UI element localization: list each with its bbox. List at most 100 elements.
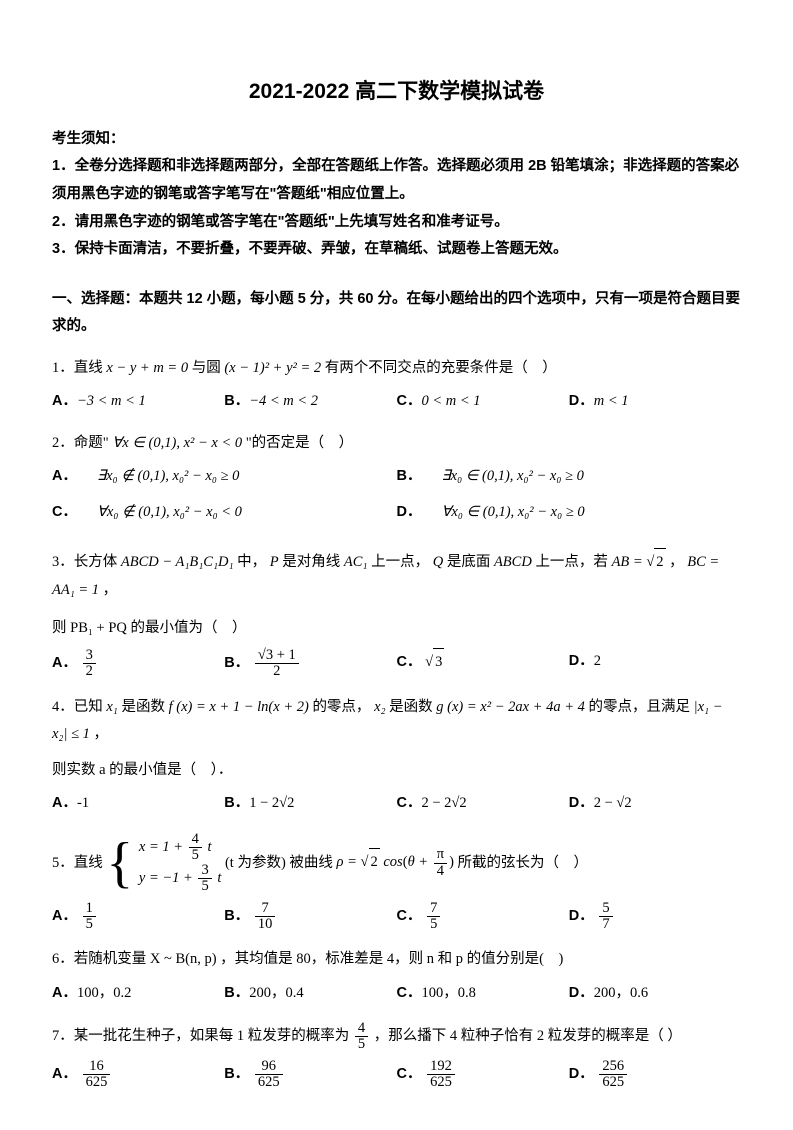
q1-opt-d: D．m < 1 xyxy=(569,388,741,416)
q6-opt-c: C．100，0.8 xyxy=(397,980,569,1008)
label-c: C． xyxy=(397,393,422,409)
notice-1: 1．全卷分选择题和非选择题两部分，全部在答题纸上作答。选择题必须用 2B 铅笔填… xyxy=(52,153,741,208)
q5-piecewise: x = 1 + 45 t y = −1 + 35 t xyxy=(139,832,221,895)
q3-ac1: AC₁ xyxy=(344,554,368,570)
q7-pd: 5 xyxy=(355,1037,368,1052)
q3-b-d: 2 xyxy=(255,664,299,679)
q3-ab: AB = xyxy=(612,554,647,570)
label-b: B． xyxy=(224,393,249,409)
brace-icon: { xyxy=(106,835,133,891)
q2-opt-b: B．∃x₀ ∈ (0,1), x₀² − x₀ ≥ 0 xyxy=(397,463,742,491)
q7-opt-d: D． 256625 xyxy=(569,1059,741,1090)
q5-rho: ρ = √2 cos(θ + π4) xyxy=(337,854,454,870)
q4-d: 2 − √2 xyxy=(594,795,632,811)
q7-b: 96625 xyxy=(255,1059,283,1090)
q5-options: A． 15 B． 710 C． 75 D． 57 xyxy=(52,901,741,932)
q7-c-n: 192 xyxy=(427,1059,455,1075)
notice-heading: 考生须知： xyxy=(52,126,741,154)
q3-l2: 则 PB₁ + PQ 的最小值为（ ） xyxy=(52,620,247,636)
q6-opt-a: A．100，0.2 xyxy=(52,980,224,1008)
q4-x2: x₂ xyxy=(374,699,385,715)
q4-m2: 的零点， xyxy=(312,699,370,715)
label-d: D． xyxy=(569,795,594,811)
label-c: C． xyxy=(52,504,77,520)
q1-c: 0 < m < 1 xyxy=(421,393,480,409)
q3-comma: ， xyxy=(669,554,684,570)
q7-d-n: 256 xyxy=(599,1059,627,1075)
q4-pre: 4．已知 xyxy=(52,699,106,715)
q5-d: 57 xyxy=(599,901,612,932)
q3-options: A． 32 B． √3 + 12 C． √3 D．2 xyxy=(52,648,741,679)
label-a: A． xyxy=(52,795,77,811)
q7-pn: 4 xyxy=(355,1021,368,1037)
q2-c: ∀x₀ ∉ (0,1), x₀² − x₀ < 0 xyxy=(97,504,242,520)
q5-d-d: 7 xyxy=(599,917,612,932)
q6-opt-b: B．200，0.4 xyxy=(224,980,396,1008)
q5-a-n: 1 xyxy=(83,901,96,917)
q4-opt-d: D．2 − √2 xyxy=(569,790,741,818)
q7-d: 256625 xyxy=(599,1059,627,1090)
q4-x1: x₁ xyxy=(106,699,117,715)
question-4: 4．已知 x₁ 是函数 f (x) = x + 1 − ln(x + 2) 的零… xyxy=(52,694,741,749)
q3-opt-c: C． √3 xyxy=(397,648,569,679)
q3-m3: 上一点， xyxy=(371,554,429,570)
q5-a: 15 xyxy=(83,901,96,932)
q5-row2: y = −1 + 35 t xyxy=(139,863,221,894)
q5-opt-b: B． 710 xyxy=(224,901,396,932)
q4-line2: 则实数 a 的最小值是（ ）． xyxy=(52,757,741,785)
label-a: A． xyxy=(52,985,77,1001)
q3-a-frac: 32 xyxy=(83,648,96,679)
question-2: 2．命题" ∀x ∈ (0,1), x² − x < 0 "的否定是（ ） xyxy=(52,430,741,458)
exam-page: 2021-2022 高二下数学模拟试卷 考生须知： 1．全卷分选择题和非选择题两… xyxy=(0,0,793,1130)
question-5: 5．直线 { x = 1 + 45 t y = −1 + 35 t (t 为参数… xyxy=(52,832,741,895)
q7-opt-c: C． 192625 xyxy=(397,1059,569,1090)
q1-options: A．−3 < m < 1 B．−4 < m < 2 C．0 < m < 1 D．… xyxy=(52,388,741,416)
q6-opt-d: D．200，0.6 xyxy=(569,980,741,1008)
label-a: A． xyxy=(52,655,77,671)
q7-c: 192625 xyxy=(427,1059,455,1090)
q3-m4: 是底面 xyxy=(447,554,494,570)
label-c: C． xyxy=(397,908,422,924)
notice-3: 3．保持卡面清洁，不要折叠，不要弄破、弄皱，在草稿纸、试题卷上答题无效。 xyxy=(52,236,741,264)
q3-c: 3 xyxy=(433,648,444,677)
q3-pre: 3．长方体 xyxy=(52,554,121,570)
q4-opt-b: B．1 − 2√2 xyxy=(224,790,396,818)
q7-d-d: 625 xyxy=(599,1075,627,1090)
q3-opt-b: B． √3 + 12 xyxy=(224,648,396,679)
q7-b-d: 625 xyxy=(255,1075,283,1090)
q3-m5: 上一点，若 xyxy=(535,554,611,570)
q4-f: f (x) = x + 1 − ln(x + 2) xyxy=(169,699,309,715)
q6-d: 200，0.6 xyxy=(594,985,648,1001)
q3-a-d: 2 xyxy=(83,664,96,679)
q2-d: ∀x₀ ∈ (0,1), x₀² − x₀ ≥ 0 xyxy=(441,504,584,520)
q1-pre: 1．直线 xyxy=(52,360,106,376)
q7-a-n: 16 xyxy=(83,1059,111,1075)
q5-opt-d: D． 57 xyxy=(569,901,741,932)
q5-mid: (t 为参数) 被曲线 xyxy=(225,854,337,870)
q1-math1: x − y + m = 0 xyxy=(106,360,188,376)
label-a: A． xyxy=(52,393,77,409)
q7-opt-b: B． 96625 xyxy=(224,1059,396,1090)
label-a: A． xyxy=(52,908,77,924)
q3-d: 2 xyxy=(594,653,601,669)
label-c: C． xyxy=(397,985,422,1001)
q7-pre: 7．某一批花生种子，如果每 1 粒发芽的概率为 xyxy=(52,1028,353,1044)
q1-post: 有两个不同交点的充要条件是（ ） xyxy=(325,360,557,376)
label-b: B． xyxy=(224,655,249,671)
q3-a-n: 3 xyxy=(83,648,96,664)
q5-b: 710 xyxy=(255,901,276,932)
q4-b: 1 − 2√2 xyxy=(249,795,294,811)
label-a: A． xyxy=(52,1066,77,1082)
q2-b: ∃x₀ ∈ (0,1), x₀² − x₀ ≥ 0 xyxy=(441,468,583,484)
q3-opt-a: A． 32 xyxy=(52,648,224,679)
label-b: B． xyxy=(224,985,249,1001)
q7-c-d: 625 xyxy=(427,1075,455,1090)
q1-math2: (x − 1)² + y² = 2 xyxy=(224,360,321,376)
q4-m5: ， xyxy=(94,726,109,742)
label-d: D． xyxy=(569,985,594,1001)
label-b: B． xyxy=(224,1066,249,1082)
q7-a-d: 625 xyxy=(83,1075,111,1090)
label-c: C． xyxy=(397,795,422,811)
q2-pre: 2．命题" xyxy=(52,435,112,451)
q1-b: −4 < m < 2 xyxy=(249,393,318,409)
